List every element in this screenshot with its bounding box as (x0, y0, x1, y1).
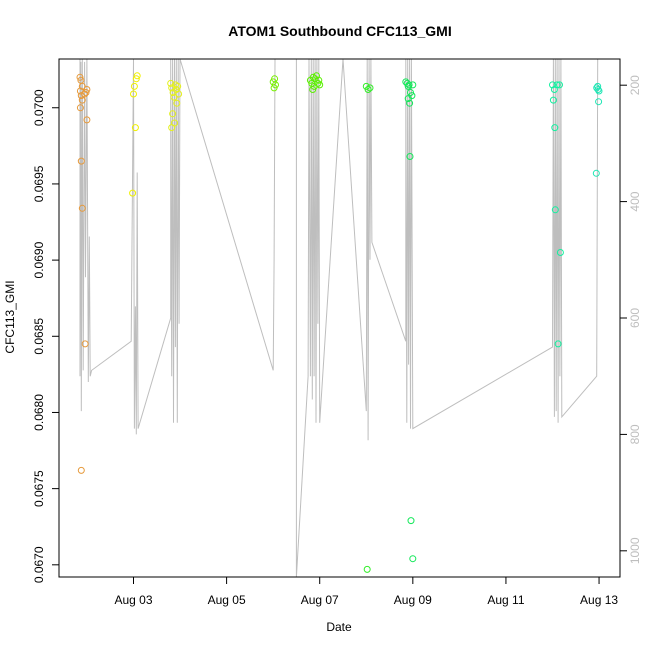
data-point (553, 81, 561, 89)
y-axis: 0.0670 0.0675 0.0680 0.0685 0.0690 0.0695 0.07… (32, 89, 60, 583)
data-point (175, 90, 183, 98)
series-line (79, 59, 599, 577)
data-point (404, 82, 412, 90)
data-point (409, 81, 417, 89)
y-tick-label: 0.0670 (32, 546, 46, 583)
data-point (366, 84, 374, 92)
data-point (549, 96, 557, 104)
x-tick-label: Aug 13 (580, 593, 618, 607)
data-point (81, 340, 89, 348)
data-point (270, 84, 278, 92)
x-tick-label: Aug 11 (487, 593, 524, 607)
data-point (594, 86, 602, 93)
data-point (130, 82, 138, 90)
data-point (408, 92, 416, 100)
data-point (132, 75, 140, 83)
data-point (76, 73, 84, 81)
data-point (556, 81, 563, 89)
data-point (595, 98, 603, 106)
data-point (82, 89, 90, 96)
data-point (407, 517, 415, 525)
x-axis-label: Date (326, 620, 352, 634)
data-point (551, 124, 559, 132)
x-tick-label: Aug 05 (208, 593, 246, 607)
data-point (81, 90, 89, 98)
right-tick-label: 200 (628, 75, 642, 95)
y-tick-label: 0.0695 (32, 165, 46, 202)
y-tick-label: 0.0690 (32, 241, 46, 278)
x-tick-label: Aug 09 (394, 593, 432, 607)
data-point (551, 206, 559, 214)
data-point (556, 249, 564, 256)
data-point (314, 79, 322, 87)
plot-frame (58, 58, 621, 578)
data-point (129, 189, 137, 197)
data-point (130, 90, 137, 98)
right-tick-label: 800 (628, 424, 642, 444)
data-point (78, 96, 86, 104)
data-point (554, 340, 562, 348)
data-point (309, 86, 317, 93)
data-point (168, 124, 176, 132)
data-point (592, 169, 600, 177)
data-point (315, 76, 323, 84)
data-point (77, 466, 85, 474)
data-points-group (76, 72, 603, 573)
x-tick-label: Aug 03 (114, 593, 152, 607)
data-point (594, 82, 602, 90)
right-tick-label: 400 (628, 191, 642, 211)
data-point (364, 86, 372, 93)
data-point (169, 110, 177, 118)
series-line-group (79, 59, 599, 577)
data-point (409, 555, 417, 563)
data-point (309, 73, 317, 81)
chart-title: ATOM1 Southbound CFC113_GMI (228, 23, 452, 39)
data-point (83, 116, 91, 124)
data-point (133, 72, 141, 80)
data-point (76, 104, 84, 112)
data-point (406, 99, 414, 107)
data-point (595, 87, 603, 95)
data-point (78, 204, 86, 212)
y-tick-label: 0.0685 (32, 318, 46, 355)
data-point (174, 82, 182, 90)
data-point (173, 99, 181, 107)
y-axis-label: CFC113_GMI (3, 280, 17, 353)
y-tick-label: 0.0680 (32, 394, 46, 431)
data-point (405, 81, 413, 89)
data-point (406, 153, 414, 160)
right-tick-label: 600 (628, 308, 642, 328)
data-point (549, 81, 556, 89)
data-point (316, 81, 324, 89)
data-point (77, 157, 85, 165)
data-point (363, 565, 371, 573)
data-point (131, 124, 139, 132)
y-tick-label: 0.0700 (32, 89, 46, 126)
y-tick-label: 0.0675 (32, 470, 46, 507)
x-tick-label: Aug 07 (301, 593, 339, 607)
data-point (167, 79, 175, 87)
data-point (77, 92, 85, 100)
right-tick-label: 1000 (628, 537, 642, 564)
